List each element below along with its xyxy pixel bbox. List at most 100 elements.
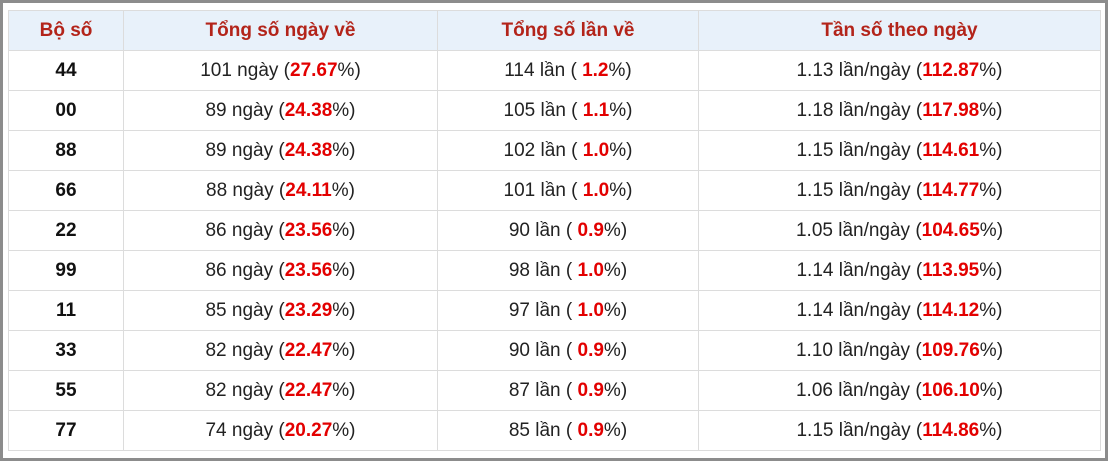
cell-text: %) [332, 379, 356, 401]
cell-text: %) [979, 99, 1003, 121]
cell-text: 87 lần ( [508, 379, 578, 401]
cell-text: 98 lần ( [508, 259, 578, 281]
cell-text: %) [332, 139, 356, 161]
cell-text: %) [979, 379, 1004, 401]
header-cell: Tổng số ngày về [123, 10, 438, 51]
stat-cell: 1.15 lần/ngày (114.86%) [698, 410, 1101, 451]
percent-value: 114.77 [922, 179, 980, 201]
header-cell: Tần số theo ngày [698, 10, 1101, 51]
cell-text: %) [332, 299, 356, 321]
cell-text: 1.14 lần/ngày ( [796, 259, 923, 281]
code-cell: 77 [8, 410, 124, 451]
cell-text: 1.15 lần/ngày ( [796, 139, 923, 161]
table-header: Bộ số Tổng số ngày về Tổng số lần về Tần số… [8, 10, 1101, 51]
percent-value: 1.2 [582, 59, 609, 81]
stat-cell: 1.06 lần/ngày (106.10%) [698, 370, 1101, 411]
stat-cell: 97 lần ( 1.0%) [437, 290, 699, 331]
cell-text: 86 ngày ( [205, 219, 285, 241]
cell-text: %) [979, 419, 1003, 441]
percent-value: 24.11 [285, 179, 332, 201]
stat-cell: 1.15 lần/ngày (114.61%) [698, 130, 1101, 171]
cell-text: %) [603, 379, 628, 401]
percent-value: 0.9 [577, 419, 604, 441]
stat-cell: 89 ngày (24.38%) [123, 90, 438, 131]
percent-value: 0.9 [577, 219, 604, 241]
cell-text: 85 ngày ( [205, 299, 285, 321]
percent-value: 24.38 [284, 99, 333, 121]
percent-value: 104.65 [921, 219, 980, 241]
stat-cell: 74 ngày (20.27%) [123, 410, 438, 451]
cell-text: %) [332, 419, 356, 441]
cell-text: %) [603, 339, 628, 361]
percent-value: 22.47 [284, 339, 333, 361]
stat-cell: 98 lần ( 1.0%) [437, 250, 699, 291]
stat-cell: 90 lần ( 0.9%) [437, 330, 699, 371]
stat-cell: 1.14 lần/ngày (113.95%) [698, 250, 1101, 291]
cell-text: 97 lần ( [508, 299, 578, 321]
table-row: 77 74 ngày (20.27%) 85 lần ( 0.9%) 1.15 lần… [8, 410, 1101, 451]
percent-value: 1.0 [577, 299, 604, 321]
cell-text: %) [608, 59, 632, 81]
cell-text: 82 ngày ( [205, 339, 285, 361]
stat-cell: 90 lần ( 0.9%) [437, 210, 699, 251]
percent-value: 23.56 [284, 219, 333, 241]
cell-text: 105 lần ( [503, 99, 583, 121]
cell-text: %) [979, 139, 1003, 161]
stat-cell: 86 ngày (23.56%) [123, 210, 438, 251]
cell-text: 1.05 lần/ngày ( [795, 219, 922, 241]
cell-text: %) [979, 179, 1003, 201]
cell-text: %) [979, 339, 1004, 361]
cell-text: 1.13 lần/ngày ( [796, 59, 923, 81]
header-row: Bộ số Tổng số ngày về Tổng số lần về Tần số… [8, 10, 1101, 51]
cell-text: %) [979, 219, 1004, 241]
code-cell: 88 [8, 130, 124, 171]
stat-cell: 82 ngày (22.47%) [123, 370, 438, 411]
cell-text: %) [337, 59, 361, 81]
percent-value: 23.29 [284, 299, 333, 321]
cell-text: %) [603, 259, 628, 281]
percent-value: 114.86 [922, 419, 980, 441]
stat-cell: 85 lần ( 0.9%) [437, 410, 699, 451]
cell-text: 101 ngày ( [200, 59, 290, 81]
percent-value: 1.1 [582, 99, 610, 121]
code-cell: 22 [8, 210, 124, 251]
cell-text: 88 ngày ( [206, 179, 286, 201]
stat-cell: 105 lần ( 1.1%) [437, 90, 699, 131]
percent-value: 113.95 [922, 259, 980, 281]
code-cell: 33 [8, 330, 124, 371]
cell-text: %) [332, 339, 356, 361]
stat-cell: 1.15 lần/ngày (114.77%) [698, 170, 1101, 211]
percent-value: 20.27 [284, 419, 333, 441]
code-cell: 66 [8, 170, 124, 211]
cell-text: %) [603, 219, 628, 241]
cell-text: 1.10 lần/ngày ( [795, 339, 922, 361]
stat-cell: 89 ngày (24.38%) [123, 130, 438, 171]
stat-cell: 1.05 lần/ngày (104.65%) [698, 210, 1101, 251]
table-row: 99 86 ngày (23.56%) 98 lần ( 1.0%) 1.14 lần… [8, 250, 1101, 291]
percent-value: 22.47 [284, 379, 333, 401]
cell-text: %) [979, 59, 1003, 81]
percent-value: 114.61 [922, 139, 980, 161]
code-cell: 55 [8, 370, 124, 411]
table-row: 55 82 ngày (22.47%) 87 lần ( 0.9%) 1.06 lần… [8, 370, 1101, 411]
cell-text: 90 lần ( [508, 339, 578, 361]
stat-cell: 1.18 lần/ngày (117.98%) [698, 90, 1101, 131]
table-row: 88 89 ngày (24.38%) 102 lần ( 1.0%) 1.15 lầ… [8, 130, 1101, 171]
percent-value: 1.0 [582, 179, 610, 201]
cell-text: %) [332, 99, 356, 121]
cell-text: %) [609, 179, 633, 201]
stat-cell: 101 lần ( 1.0%) [437, 170, 699, 211]
cell-text: %) [609, 139, 633, 161]
percent-value: 0.9 [577, 339, 604, 361]
cell-text: 101 lần ( [503, 179, 583, 201]
table-body: 44 101 ngày (27.67%) 114 lần ( 1.2%) 1.13 l… [8, 50, 1101, 451]
cell-text: %) [979, 259, 1003, 281]
percent-value: 0.9 [577, 379, 604, 401]
cell-text: 1.14 lần/ngày ( [796, 299, 923, 321]
cell-text: 1.15 lần/ngày ( [796, 179, 923, 201]
percent-value: 117.98 [922, 99, 980, 121]
code-cell: 00 [8, 90, 124, 131]
percent-value: 112.87 [922, 59, 980, 81]
table-row: 00 89 ngày (24.38%) 105 lần ( 1.1%) 1.18 lầ… [8, 90, 1101, 131]
